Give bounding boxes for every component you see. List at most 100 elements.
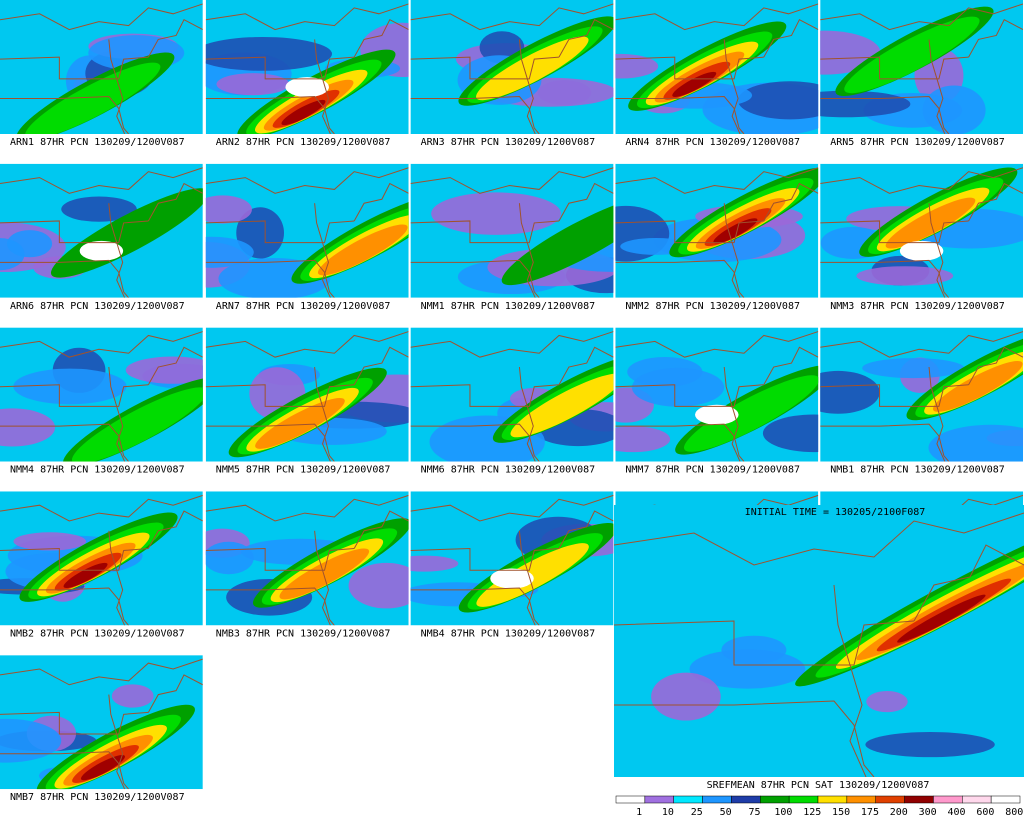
legend-value: 175 (861, 807, 879, 818)
border (615, 259, 745, 298)
label-strip (820, 297, 1023, 326)
border (0, 711, 149, 735)
snow-area (285, 77, 329, 98)
legend-value: 125 (803, 807, 821, 818)
ensemble-panel: NMB4 87HR PCN 130209/1200V087 (410, 491, 614, 654)
label-strip (0, 625, 203, 654)
border (763, 19, 819, 58)
border (205, 331, 409, 358)
border (205, 494, 409, 522)
map (0, 0, 203, 134)
border (0, 658, 203, 686)
precip-area (61, 196, 137, 222)
border (314, 39, 331, 134)
border (928, 366, 946, 462)
border (763, 346, 819, 385)
border (205, 56, 355, 80)
precip-area (205, 236, 254, 268)
ensemble-panel: NMM2 87HR PCN 130209/1200V087 (615, 163, 819, 326)
precip-area (922, 85, 986, 134)
label-strip (205, 625, 409, 654)
ensemble-panel: NMM6 87HR PCN 130209/1200V087 (410, 327, 614, 490)
map (410, 163, 614, 298)
label-strip (0, 461, 203, 490)
border (615, 220, 764, 244)
map (0, 163, 203, 298)
border (410, 56, 560, 80)
border (968, 19, 1024, 58)
panel-label: NMM3 87HR PCN 130209/1200V087 (830, 301, 1005, 312)
border (147, 182, 203, 222)
legend-value: 100 (774, 807, 792, 818)
precip-area (13, 532, 87, 551)
panel-label: NMM7 87HR PCN 130209/1200V087 (625, 465, 800, 476)
border (0, 3, 203, 31)
label-strip (820, 461, 1023, 490)
legend-value: 400 (947, 807, 965, 818)
precip-band (71, 387, 203, 462)
map (0, 327, 203, 462)
map (820, 163, 1024, 298)
ensemble-panel: ARN1 87HR PCN 130209/1200V087 (0, 0, 203, 162)
label-strip (410, 461, 614, 490)
label-strip (0, 297, 203, 326)
legend-swatch (731, 795, 761, 804)
border (353, 510, 409, 549)
ensemble-panel: NMB1 87HR PCN 130209/1200V087 (820, 327, 1024, 490)
ensemble-panel: NMM3 87HR PCN 130209/1200V087 (820, 163, 1024, 326)
precip-area (615, 426, 671, 453)
legend-value: 150 (832, 807, 850, 818)
border (410, 3, 614, 31)
map (205, 327, 409, 462)
precip-area (737, 81, 819, 120)
precip-area (0, 718, 62, 763)
ensemble-panel: ARN7 87HR PCN 130209/1200V087 (205, 163, 409, 326)
border (518, 530, 536, 626)
precip-band (510, 373, 614, 438)
ensemble-panel: NMM1 87HR PCN 130209/1200V087 (410, 163, 614, 326)
ensemble-panel: ARN5 87HR PCN 130209/1200V087 (820, 0, 1024, 162)
map (614, 505, 1024, 777)
border (0, 494, 203, 522)
map (615, 0, 819, 134)
panel-label: ARN1 87HR PCN 130209/1200V087 (10, 137, 185, 148)
ensemble-panel: NMB7 87HR PCN 130209/1200V087 (0, 655, 203, 817)
mean-label: SREFMEAN 87HR PCN SAT 130209/1200V087 (707, 780, 930, 791)
border (763, 182, 819, 222)
border (913, 544, 1024, 622)
panel-label: ARN4 87HR PCN 130209/1200V087 (625, 137, 800, 148)
border (0, 220, 149, 244)
border (0, 423, 129, 462)
border (108, 39, 126, 134)
panel-label: ARN3 87HR PCN 130209/1200V087 (421, 137, 596, 148)
border (518, 366, 536, 462)
ensemble-panel: NMB2 87HR PCN 130209/1200V087 (0, 491, 203, 654)
precip-area (865, 732, 995, 758)
legend-value: 600 (976, 807, 994, 818)
ensemble-panel: ARN4 87HR PCN 130209/1200V087 (615, 0, 819, 162)
panel-label: NMM2 87HR PCN 130209/1200V087 (625, 301, 800, 312)
border (108, 203, 126, 298)
border (410, 259, 540, 298)
border (615, 167, 819, 194)
border (0, 56, 149, 80)
label-strip (615, 134, 819, 162)
precip-band (476, 543, 589, 607)
border (147, 674, 203, 713)
legend-swatch (673, 795, 703, 804)
label-strip (410, 297, 614, 326)
border (614, 620, 915, 666)
border (108, 694, 126, 790)
precip-band (255, 397, 345, 449)
ensemble-panel: NMB3 87HR PCN 130209/1200V087 (205, 491, 409, 654)
panel-label: NMB2 87HR PCN 130209/1200V087 (10, 628, 185, 639)
border (615, 56, 764, 80)
precip-band (80, 755, 125, 781)
precip-area (125, 356, 203, 384)
label-strip (615, 297, 819, 326)
border (205, 548, 355, 571)
border (968, 182, 1024, 222)
border (518, 203, 536, 298)
border (410, 548, 560, 571)
map (820, 0, 1024, 134)
